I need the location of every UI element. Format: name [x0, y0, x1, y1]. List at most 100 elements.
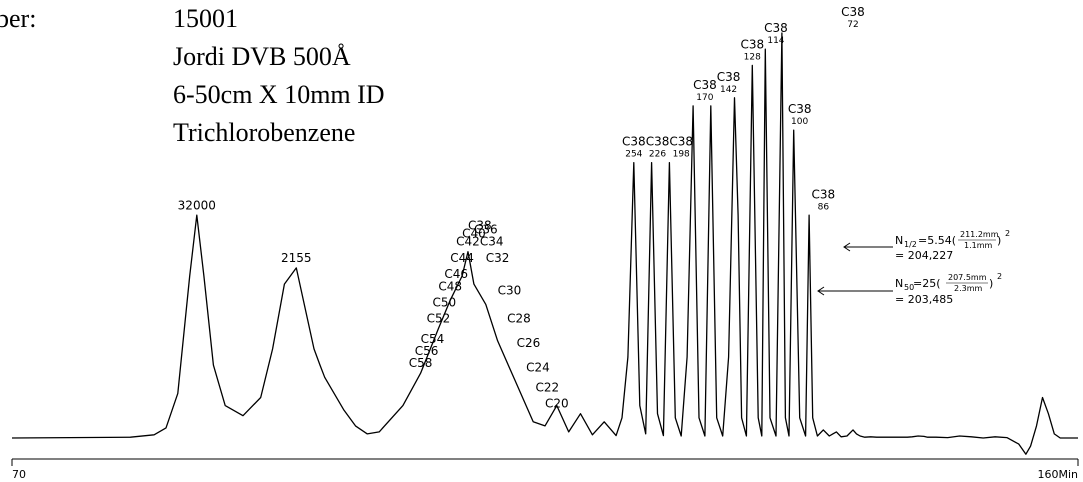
svg-text:C34: C34 — [480, 235, 504, 249]
peak-labels: 320002155C58C56C54C52C50C48C46C44C42C40C… — [178, 5, 865, 411]
svg-text:C38: C38 — [717, 70, 741, 84]
svg-text:C56: C56 — [415, 344, 439, 358]
eq-n-half-sub: 1/2 — [904, 240, 917, 249]
eq-n50-result: = 203,485 — [895, 293, 953, 306]
eq-n-half-close: ) — [997, 234, 1001, 247]
svg-text:C38: C38 — [693, 78, 717, 92]
eq-n-half-num: 211.2mm — [960, 230, 999, 239]
peak-label-15: C32 — [486, 251, 510, 265]
svg-text:C30: C30 — [498, 283, 522, 297]
eq-n-half-exp: 2 — [1005, 229, 1010, 238]
peak-label-17: C28 — [507, 312, 531, 326]
svg-text:C26: C26 — [517, 336, 541, 350]
peak-label-19: C24 — [526, 360, 550, 374]
peak-label-14: C34 — [480, 235, 504, 249]
svg-text:C38: C38 — [669, 135, 693, 149]
eq-n50-coef: =25( — [913, 277, 941, 290]
svg-text:C38: C38 — [622, 135, 646, 149]
svg-text:C24: C24 — [526, 360, 550, 374]
column-type: Jordi DVB 500Å — [173, 42, 351, 71]
svg-text:C38: C38 — [788, 102, 812, 116]
svg-text:114: 114 — [767, 36, 784, 46]
eq-n50-den: 2.3mm — [954, 284, 983, 293]
svg-text:C28: C28 — [507, 312, 531, 326]
svg-text:170: 170 — [696, 93, 713, 103]
eq-n-half-coef: =5.54( — [918, 234, 956, 247]
peak-label-10: C42 — [456, 235, 480, 249]
peak-label-4: C54 — [421, 332, 445, 346]
eq-n50-exp: 2 — [997, 272, 1002, 281]
svg-text:198: 198 — [673, 150, 690, 160]
svg-text:C40: C40 — [462, 227, 486, 241]
peak-label-20: C22 — [536, 381, 560, 395]
eq-n50-sub: 50 — [904, 283, 914, 292]
eq-n-half-lhs: N — [895, 234, 903, 247]
x-tick-label-end: 160Min — [1037, 468, 1078, 481]
svg-text:C48: C48 — [438, 279, 462, 293]
svg-text:C38: C38 — [740, 37, 764, 51]
svg-text:C38: C38 — [764, 21, 788, 35]
eq-n50-num: 207.5mm — [948, 273, 987, 282]
x-axis: 70 160Min — [11, 458, 1079, 481]
svg-text:2155: 2155 — [281, 251, 312, 265]
peak-label-2: C58 — [409, 356, 433, 370]
series-line-0 — [11, 32, 1078, 455]
svg-text:C32: C32 — [486, 251, 510, 265]
svg-text:86: 86 — [818, 202, 830, 212]
svg-text:C42: C42 — [456, 235, 480, 249]
peak-label-12: C38 — [468, 219, 492, 233]
svg-text:C50: C50 — [432, 295, 456, 309]
eq-n50-lhs: N — [895, 277, 903, 290]
svg-text:128: 128 — [744, 52, 761, 62]
peak-label-6: C50 — [432, 295, 456, 309]
plate-count-equations: N 1/2 =5.54( 211.2mm 1.1mm ) 2 = 204,227… — [817, 229, 1010, 306]
svg-text:C20: C20 — [545, 397, 569, 411]
svg-text:C44: C44 — [450, 251, 474, 265]
svg-text:C54: C54 — [421, 332, 445, 346]
peak-label-8: C46 — [444, 267, 468, 281]
svg-text:254: 254 — [625, 150, 642, 160]
peak-label-13: C36 — [474, 223, 498, 237]
peak-label-21: C20 — [545, 397, 569, 411]
arrowhead-n-50 — [817, 286, 825, 296]
peak-label-0: 32000 — [178, 198, 216, 212]
svg-text:C46: C46 — [444, 267, 468, 281]
svg-text:C38: C38 — [812, 187, 836, 201]
svg-text:32000: 32000 — [178, 198, 216, 212]
svg-text:C38: C38 — [646, 135, 670, 149]
peak-label-1: 2155 — [281, 251, 312, 265]
svg-text:142: 142 — [720, 85, 737, 95]
x-tick-label-start: 70 — [12, 468, 26, 481]
column-number: 15001 — [173, 4, 238, 33]
series-layer — [11, 32, 1078, 455]
svg-text:C58: C58 — [409, 356, 433, 370]
peak-label-18: C26 — [517, 336, 541, 350]
peak-label-7: C48 — [438, 279, 462, 293]
eq-n50-close: ) — [989, 277, 993, 290]
eq-n-half-den: 1.1mm — [964, 241, 993, 250]
svg-text:C38: C38 — [841, 5, 865, 19]
arrowhead-n-half — [843, 242, 851, 252]
svg-text:100: 100 — [791, 117, 808, 127]
solvent: Trichlorobenzene — [173, 118, 356, 147]
column-dimensions: 6-50cm X 10mm ID — [173, 80, 385, 109]
eq-n-half-result: = 204,227 — [895, 249, 953, 262]
peak-label-11: C40 — [462, 227, 486, 241]
svg-text:C36: C36 — [474, 223, 498, 237]
peak-label-16: C30 — [498, 283, 522, 297]
svg-text:226: 226 — [649, 150, 666, 160]
peak-label-3: C56 — [415, 344, 439, 358]
svg-text:C22: C22 — [536, 381, 560, 395]
svg-text:C38: C38 — [468, 219, 492, 233]
svg-text:72: 72 — [847, 20, 858, 30]
svg-text:C52: C52 — [427, 312, 451, 326]
